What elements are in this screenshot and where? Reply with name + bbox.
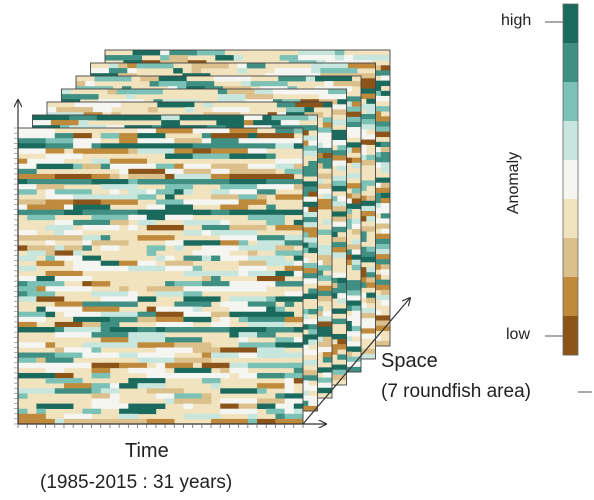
area-panel: [17, 127, 304, 425]
colorbar-segment: [563, 199, 578, 239]
colorbar-segment: [563, 277, 578, 317]
space-axis: [302, 298, 410, 425]
colorbar-segment: [563, 121, 578, 161]
axis-ticks: [14, 127, 304, 428]
colorbar-segment: [563, 43, 578, 83]
heatmap-panels: [17, 49, 391, 425]
colorbar-segment: [563, 160, 578, 200]
space-detail-label: (7 roundfish area): [381, 381, 531, 402]
colorbar-low-label: low: [506, 326, 531, 343]
colorbar: [562, 3, 579, 356]
colorbar-segment: [563, 4, 578, 44]
space-axis-label: Space: [381, 350, 438, 372]
colorbar-title: Anomaly: [505, 151, 522, 215]
colorbar-segment: [563, 82, 578, 122]
colorbar-high-label: high: [501, 12, 532, 29]
colorbar-segment: [563, 316, 578, 356]
time-range-label: (1985-2015 : 31 years): [40, 472, 233, 493]
colorbar-segment: [563, 238, 578, 278]
time-axis-label: Time: [125, 440, 169, 462]
